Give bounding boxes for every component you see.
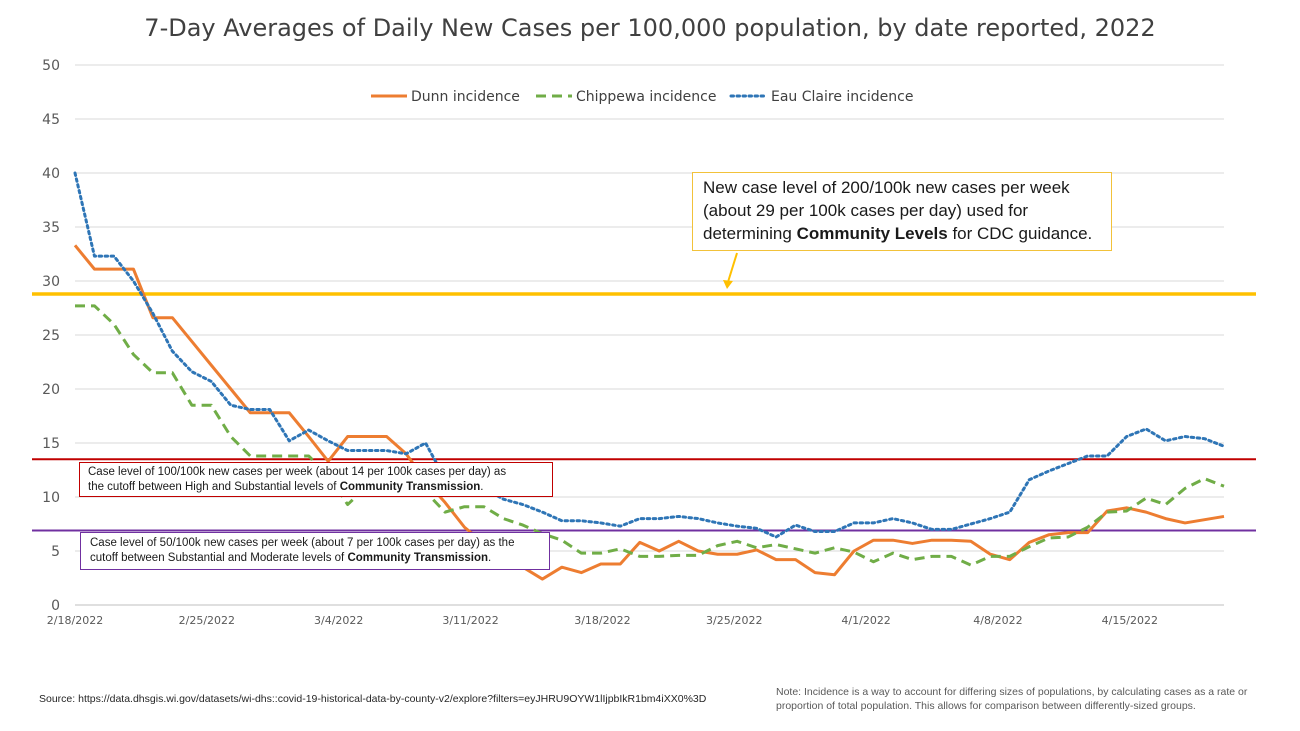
y-tick-label: 30 (42, 274, 60, 290)
moderate-annotation-line-2: cutoff between Substantial and Moderate … (90, 552, 492, 564)
threshold-lines (32, 292, 1256, 532)
series-line (73, 244, 1225, 581)
x-tick-label: 3/4/2022 (314, 614, 363, 627)
y-tick-label: 0 (51, 598, 60, 614)
y-tick-label: 10 (42, 490, 60, 506)
x-tick-label: 3/18/2022 (574, 614, 630, 627)
legend-label: Eau Claire incidence (771, 89, 913, 105)
legend-label: Chippewa incidence (576, 89, 716, 105)
x-tick-label: 4/8/2022 (973, 614, 1022, 627)
series-lines (73, 171, 1226, 581)
y-tick-label: 45 (42, 112, 60, 128)
y-tick-label: 50 (42, 58, 60, 74)
cdc-callout-arrow (723, 252, 738, 289)
cdc-annotation-line-1: New case level of 200/100k new cases per… (703, 178, 1070, 197)
cdc-annotation-line-2: (about 29 per 100k cases per day) used f… (703, 201, 1029, 220)
y-tick-label: 40 (42, 166, 60, 182)
x-tick-label: 2/25/2022 (179, 614, 235, 627)
y-tick-label: 5 (51, 544, 60, 560)
high-annotation-line-1: Case level of 100/100k new cases per wee… (88, 466, 507, 478)
x-tick-label: 2/18/2022 (47, 614, 103, 627)
moderate-annotation-line-1: Case level of 50/100k new cases per week… (90, 537, 515, 549)
x-tick-label: 3/25/2022 (706, 614, 762, 627)
x-tick-label: 4/15/2022 (1102, 614, 1158, 627)
source-citation: Source: https://data.dhsgis.wi.gov/datas… (39, 693, 707, 705)
series-line (75, 304, 1225, 567)
cdc-community-level-annotation: New case level of 200/100k new cases per… (692, 172, 1112, 251)
cdc-annotation-line-3: determining Community Levels for CDC gui… (703, 224, 1093, 243)
high-substantial-annotation: Case level of 100/100k new cases per wee… (79, 462, 553, 497)
incidence-note: Note: Incidence is a way to account for … (776, 686, 1248, 712)
substantial-moderate-annotation: Case level of 50/100k new cases per week… (80, 532, 550, 570)
y-tick-label: 25 (42, 328, 60, 344)
y-tick-label: 15 (42, 436, 60, 452)
series-line (73, 171, 1226, 539)
chart-title: 7-Day Averages of Daily New Cases per 10… (144, 14, 1156, 42)
y-tick-label: 20 (42, 382, 60, 398)
x-tick-label: 3/11/2022 (442, 614, 498, 627)
high-annotation-line-2: the cutoff between High and Substantial … (88, 481, 484, 493)
gridlines (75, 64, 1224, 606)
y-axis: 0 5 10 15 20 25 30 35 40 45 50 (42, 58, 60, 614)
legend: Dunn incidence Chippewa incidence Eau Clai… (371, 89, 913, 105)
y-tick-label: 35 (42, 220, 60, 236)
x-axis: 2/18/2022 2/25/2022 3/4/2022 3/11/2022 3/18/… (47, 614, 1158, 627)
legend-label: Dunn incidence (411, 89, 520, 105)
x-tick-label: 4/1/2022 (841, 614, 890, 627)
